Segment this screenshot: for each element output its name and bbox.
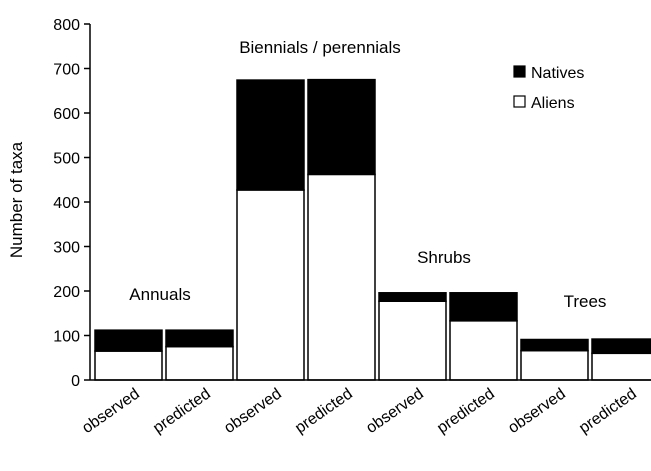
group-label: Trees [564,292,607,311]
x-tick-label: predicted [576,385,640,437]
x-tick-label: predicted [434,385,498,437]
bar-segment-natives [236,79,305,191]
y-tick-label: 800 [53,17,80,34]
x-tick-label: predicted [292,385,356,437]
legend-swatch-natives [513,65,526,78]
x-tick-label: observed [363,385,427,437]
group-label: Biennials / perennials [239,38,401,57]
bar-segment-natives [449,292,518,322]
group-labels: Annuals Biennials / perennials Shrubs Trees [129,38,606,311]
y-tick-label: 0 [71,373,80,390]
y-tick-label: 600 [53,106,80,123]
bars [94,78,651,381]
y-tick-label: 200 [53,284,80,301]
x-tick-labels: observed predicted observed predicted observ… [79,385,640,437]
y-tick-label: 300 [53,240,80,257]
x-tick-label: observed [505,385,569,437]
bar-segment-natives [307,78,376,176]
y-tick-label: 500 [53,151,80,168]
bar-segment-natives [94,329,163,352]
legend-swatch-aliens [513,95,526,108]
bar-segment-aliens [520,349,589,381]
group-label: Shrubs [417,248,471,267]
bar-segment-aliens [378,300,447,381]
bar-segment-natives [165,329,234,348]
legend-label-aliens: Aliens [531,95,575,112]
bar-segment-aliens [591,352,651,381]
y-axis-title: Number of taxa [7,141,26,258]
y-tick-label: 400 [53,195,80,212]
group-label: Annuals [129,285,190,304]
y-tick-label: 100 [53,329,80,346]
x-tick-label: observed [79,385,143,437]
legend: Natives Aliens [513,65,584,112]
y-axis: 0 100 200 300 400 500 600 700 800 [53,17,91,390]
bar-segment-aliens [165,345,234,381]
y-tick-label: 700 [53,62,80,79]
legend-label-natives: Natives [531,65,584,82]
x-tick-label: observed [221,385,285,437]
x-tick-label: predicted [150,385,214,437]
bar-segment-aliens [94,350,163,381]
bar-segment-aliens [449,320,518,381]
bar-segment-natives [378,292,447,302]
bar-segment-aliens [307,173,376,381]
bar-segment-natives [591,338,651,355]
bar-segment-natives [520,338,589,352]
bar-segment-aliens [236,189,305,381]
